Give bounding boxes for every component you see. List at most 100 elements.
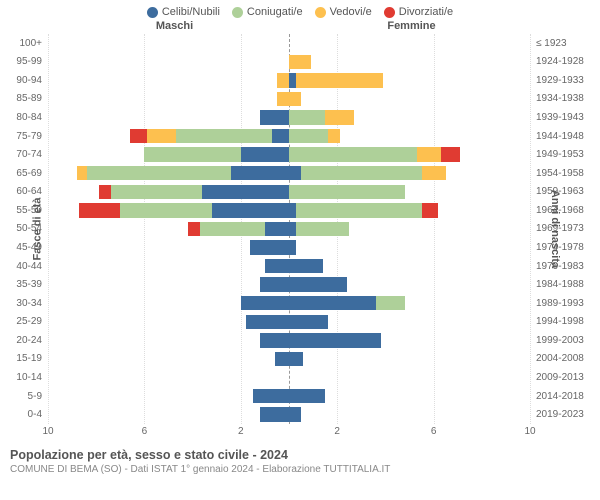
female-stack (289, 389, 530, 403)
female-half (289, 201, 530, 220)
female-half (289, 220, 530, 239)
female-half (289, 71, 530, 90)
bar-segment (260, 333, 289, 347)
age-label: 60-64 (0, 186, 48, 197)
birth-year-label: 1969-1973 (530, 223, 600, 234)
female-half (289, 90, 530, 109)
x-tick-label: 6 (431, 426, 437, 437)
bar-segment (296, 73, 383, 87)
bar-segment (241, 296, 289, 310)
bar-segment (296, 222, 349, 236)
row-plot (48, 350, 530, 369)
legend-swatch (315, 7, 326, 18)
bar-segment (422, 166, 446, 180)
legend-swatch (147, 7, 158, 18)
legend-label: Celibi/Nubili (162, 6, 220, 18)
bar-segment (144, 147, 240, 161)
female-stack (289, 370, 530, 384)
x-tick-label: 10 (524, 426, 535, 437)
male-half (48, 34, 289, 53)
female-stack (289, 240, 530, 254)
bar-segment (289, 185, 405, 199)
row-plot (48, 108, 530, 127)
male-half (48, 350, 289, 369)
female-stack (289, 407, 530, 421)
footer: Popolazione per età, sesso e stato civil… (0, 442, 600, 475)
birth-year-label: 1944-1948 (530, 131, 600, 142)
age-row: 95-991924-1928 (0, 53, 600, 72)
bar-segment (272, 129, 289, 143)
age-row: 50-541969-1973 (0, 220, 600, 239)
age-label: 90-94 (0, 75, 48, 86)
male-stack (48, 407, 289, 421)
bar-segment (289, 333, 381, 347)
bar-segment (130, 129, 147, 143)
row-plot (48, 183, 530, 202)
age-row: 60-64 1959-1963 (0, 183, 600, 202)
row-plot (48, 201, 530, 220)
female-half (289, 405, 530, 424)
legend-item: Divorziati/e (384, 6, 453, 18)
legend-label: Coniugati/e (247, 6, 303, 18)
bar-segment (111, 185, 203, 199)
bar-segment (441, 147, 460, 161)
legend-item: Celibi/Nubili (147, 6, 220, 18)
legend-item: Coniugati/e (232, 6, 303, 18)
bar-segment (417, 147, 441, 161)
female-half (289, 387, 530, 406)
row-plot (48, 368, 530, 387)
row-plot (48, 294, 530, 313)
chart-title: Popolazione per età, sesso e stato civil… (10, 448, 590, 462)
male-half (48, 331, 289, 350)
bar-segment (265, 222, 289, 236)
male-stack (48, 259, 289, 273)
birth-year-label: 1954-1958 (530, 168, 600, 179)
male-stack (48, 222, 289, 236)
row-plot (48, 313, 530, 332)
female-stack (289, 73, 530, 87)
bar-segment (376, 296, 405, 310)
male-stack (48, 203, 289, 217)
birth-year-label: 2004-2008 (530, 353, 600, 364)
birth-year-label: 1974-1978 (530, 242, 600, 253)
female-stack (289, 92, 530, 106)
row-plot (48, 71, 530, 90)
male-stack (48, 110, 289, 124)
age-label: 35-39 (0, 279, 48, 290)
female-half (289, 331, 530, 350)
age-row: 10-142009-2013 (0, 368, 600, 387)
male-half (48, 275, 289, 294)
legend-swatch (384, 7, 395, 18)
x-ticks: 10622610 (48, 424, 530, 442)
bar-segment (87, 166, 232, 180)
bar-segment (289, 259, 323, 273)
bar-segment (265, 259, 289, 273)
female-half (289, 238, 530, 257)
age-row: 85-891934-1938 (0, 90, 600, 109)
x-tick-label: 2 (334, 426, 340, 437)
age-label: 100+ (0, 38, 48, 49)
bar-segment (260, 110, 289, 124)
bar-segment (289, 240, 296, 254)
female-stack (289, 55, 530, 69)
bar-segment (325, 110, 354, 124)
female-half (289, 275, 530, 294)
male-half (48, 90, 289, 109)
age-row: 70-741949-1953 (0, 145, 600, 164)
age-row: 65-691954-1958 (0, 164, 600, 183)
bar-segment (289, 352, 303, 366)
age-row: 15-192004-2008 (0, 350, 600, 369)
age-row: 0-42019-2023 (0, 405, 600, 424)
bar-segment (231, 166, 289, 180)
birth-year-label: 1959-1963 (530, 186, 600, 197)
female-stack (289, 296, 530, 310)
x-axis: 10622610 (0, 424, 600, 442)
age-row: 75-791944-1948 (0, 127, 600, 146)
birth-year-label: 1929-1933 (530, 75, 600, 86)
bar-segment (289, 296, 376, 310)
female-half (289, 164, 530, 183)
male-stack (48, 147, 289, 161)
bar-segment (289, 277, 347, 291)
male-half (48, 257, 289, 276)
legend-label: Divorziati/e (399, 6, 453, 18)
